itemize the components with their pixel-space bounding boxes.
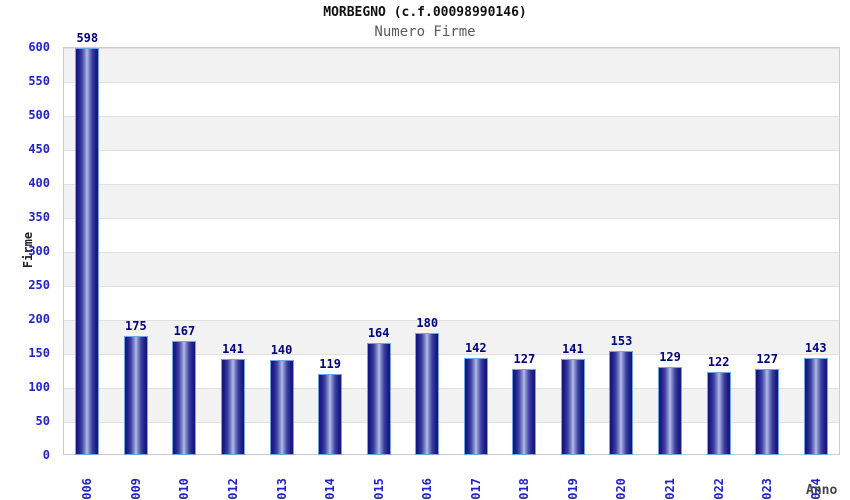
x-tick-2012: 2012 xyxy=(225,478,240,500)
y-tick-450: 450 xyxy=(28,142,50,156)
x-tick-2018: 2018 xyxy=(517,478,532,500)
x-tick-2016: 2016 xyxy=(420,478,435,500)
x-tick-2019: 2019 xyxy=(565,478,580,500)
y-tick-50: 50 xyxy=(35,414,50,428)
bar-value-2021: 129 xyxy=(659,350,681,365)
y-tick-400: 400 xyxy=(28,176,50,190)
bar-2019 xyxy=(560,359,585,455)
chart-title: MORBEGNO (c.f.00098990146) xyxy=(323,5,527,20)
bar-2006 xyxy=(75,48,100,455)
bar-value-2019: 141 xyxy=(562,342,584,357)
bar-value-2016: 180 xyxy=(416,315,439,330)
x-tick-2017: 2017 xyxy=(468,478,483,500)
y-tick-150: 150 xyxy=(28,346,50,360)
y-tick-300: 300 xyxy=(28,244,50,258)
bar-2018 xyxy=(512,368,537,455)
y-tick-0: 0 xyxy=(42,448,50,462)
y-tick-100: 100 xyxy=(28,380,50,394)
bar-value-2018: 127 xyxy=(513,351,536,366)
bar-value-2023: 127 xyxy=(756,351,778,366)
bar-value-2014: 119 xyxy=(319,357,341,372)
bar-2023 xyxy=(755,368,780,455)
bar-2016 xyxy=(415,332,440,455)
x-tick-2014: 2014 xyxy=(323,478,338,500)
x-tick-2006: 2006 xyxy=(80,478,95,500)
y-tick-600: 600 xyxy=(28,40,50,54)
y-tick-350: 350 xyxy=(28,210,50,224)
y-tick-500: 500 xyxy=(28,108,50,122)
bar-value-2009: 175 xyxy=(125,319,147,333)
bar-value-2013: 140 xyxy=(270,342,293,357)
y-tick-200: 200 xyxy=(28,312,50,326)
y-tick-250: 250 xyxy=(28,278,50,292)
bar-2015 xyxy=(366,343,391,455)
bar-value-2015: 164 xyxy=(367,326,390,341)
bar-value-2024: 143 xyxy=(804,340,827,355)
bar-2013 xyxy=(269,359,294,455)
y-tick-550: 550 xyxy=(28,74,50,88)
bar-2010 xyxy=(172,341,197,455)
bar-2014 xyxy=(318,374,343,455)
chart-subtitle: Numero Firme xyxy=(374,24,476,40)
x-tick-2020: 2020 xyxy=(614,478,629,500)
x-axis-title: Anno xyxy=(806,483,838,498)
bar-value-2022: 122 xyxy=(707,355,730,370)
bar-2024 xyxy=(803,357,828,455)
x-tick-2021: 2021 xyxy=(663,478,678,500)
bar-value-2017: 142 xyxy=(464,341,487,356)
bar-2017 xyxy=(463,358,488,455)
bar-value-2012: 141 xyxy=(222,342,244,357)
x-tick-2009: 2009 xyxy=(128,478,143,500)
bar-2012 xyxy=(220,359,245,455)
bar-value-2010: 167 xyxy=(173,324,196,339)
bar-value-2020: 153 xyxy=(610,333,633,348)
x-tick-2023: 2023 xyxy=(760,478,775,500)
bar-2021 xyxy=(658,367,683,455)
bar-2009 xyxy=(123,336,148,455)
x-tick-2013: 2013 xyxy=(274,478,289,500)
bar-2020 xyxy=(609,350,634,455)
x-tick-2010: 2010 xyxy=(177,478,192,500)
bar-value-2006: 598 xyxy=(76,31,99,46)
bar-2022 xyxy=(706,372,731,455)
x-tick-2022: 2022 xyxy=(711,478,726,500)
x-tick-2015: 2015 xyxy=(371,478,386,500)
